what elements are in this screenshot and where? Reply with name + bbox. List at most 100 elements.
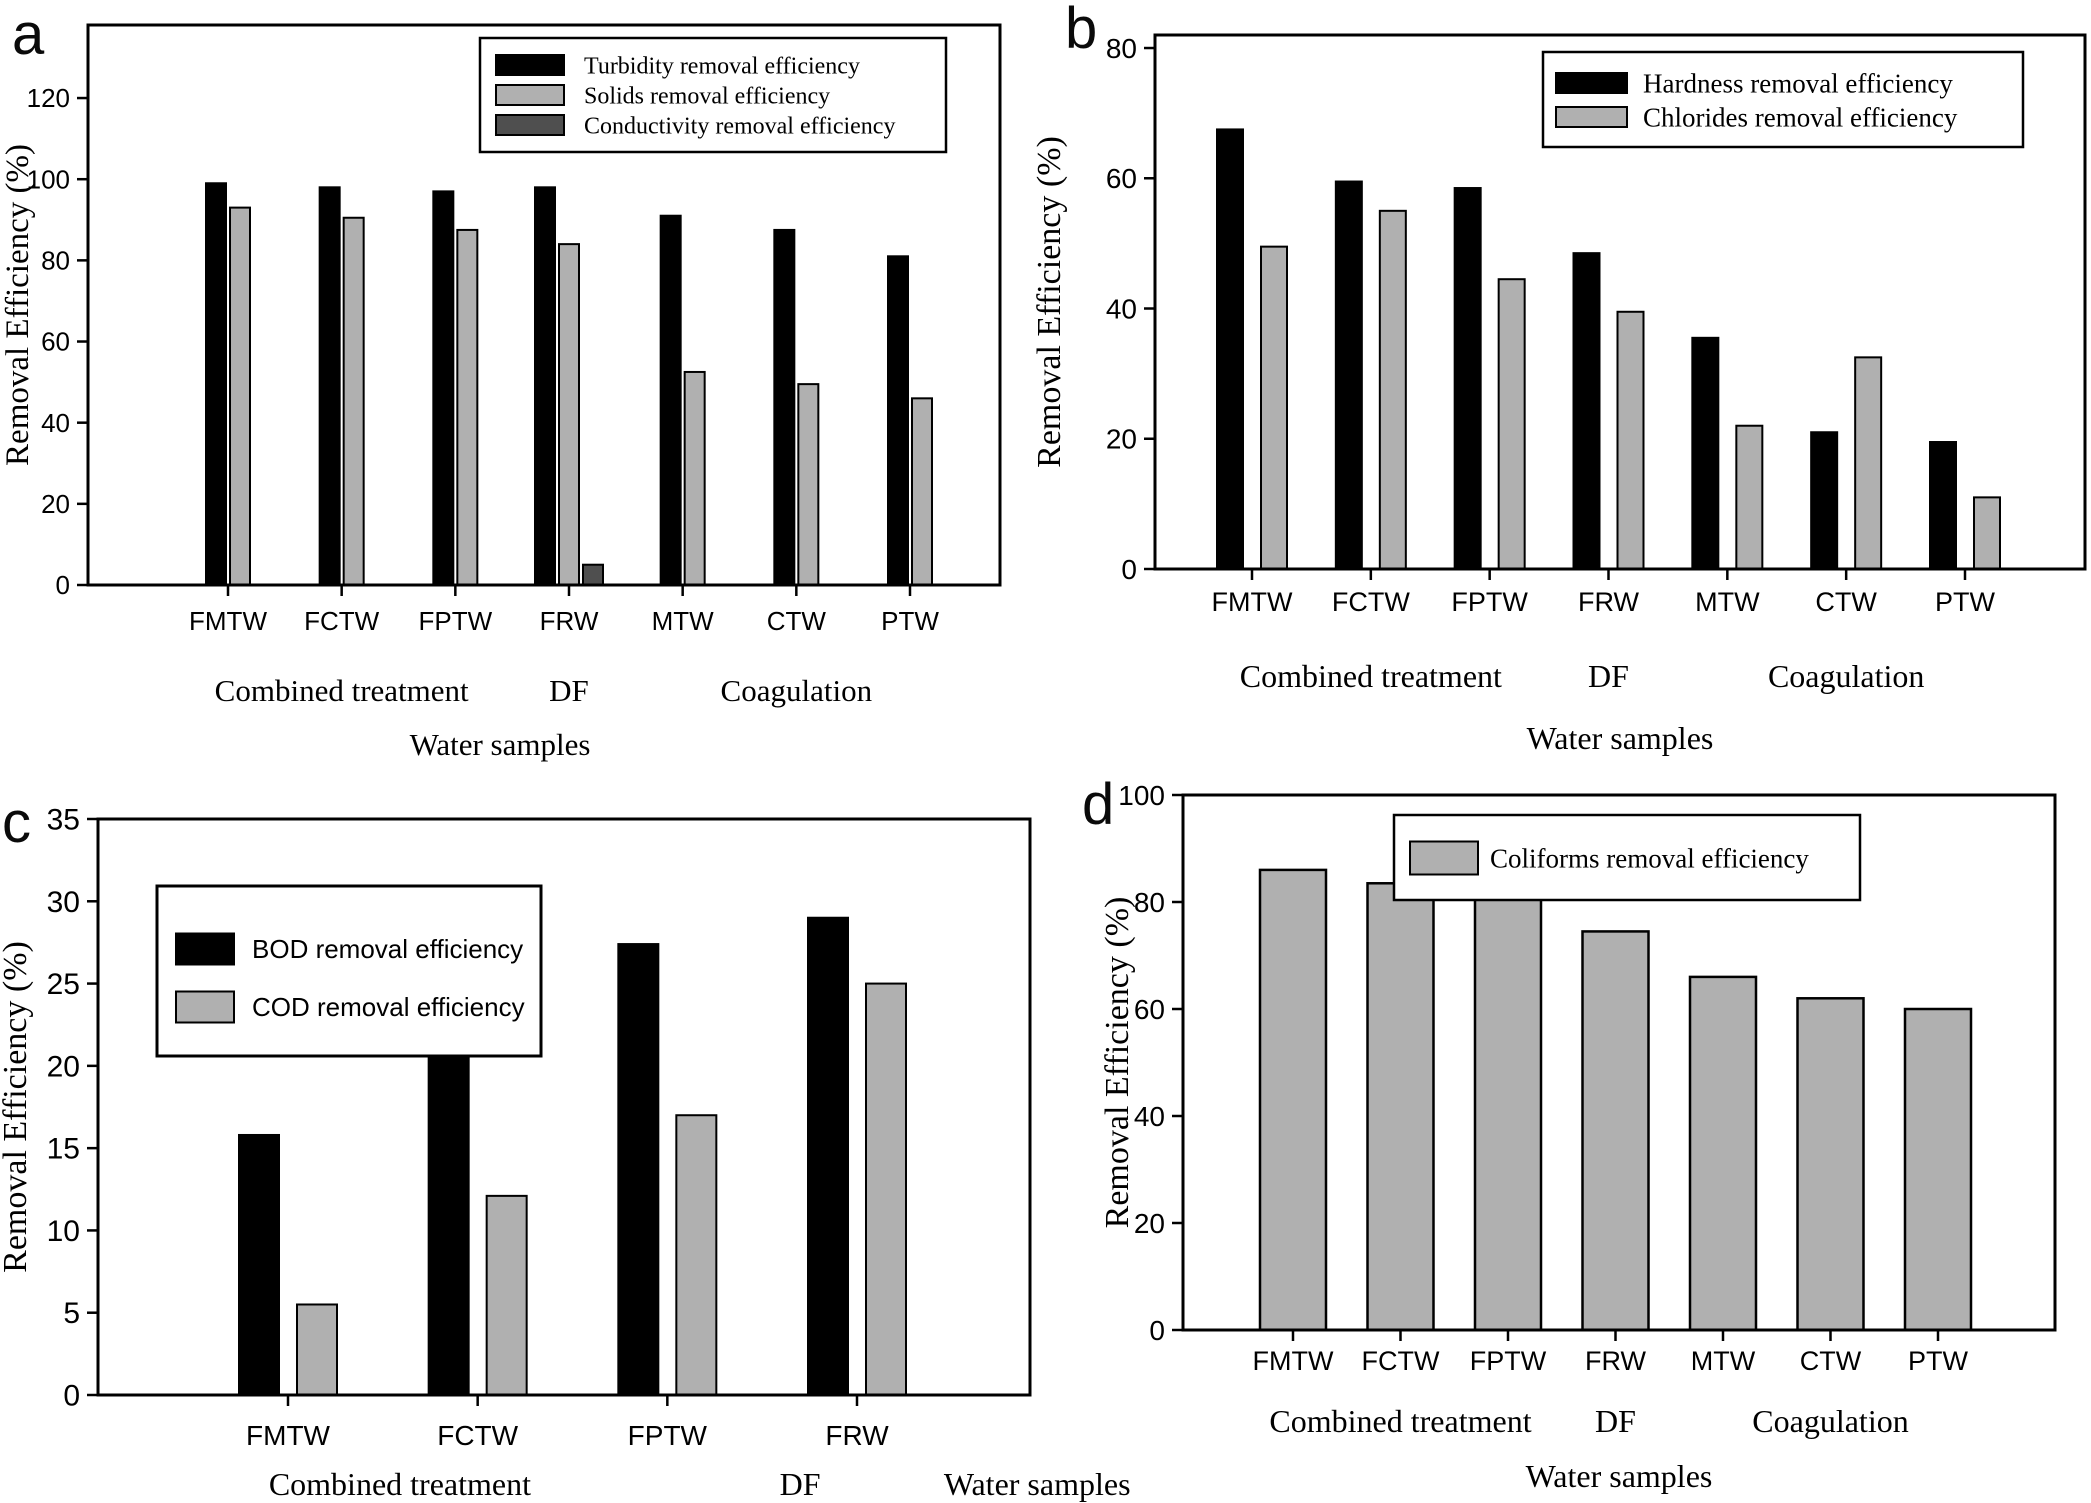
x-category-label: CTW	[1815, 587, 1877, 617]
group-label: DF	[1588, 658, 1629, 694]
plot-frame	[86, 23, 1002, 587]
group-label: Combined treatment	[1269, 1403, 1531, 1439]
bar-PTW-series-0	[1929, 441, 1957, 571]
y-tick-label: 0	[1121, 554, 1137, 585]
group-label: Combined treatment	[269, 1466, 531, 1502]
legend-label: Turbidity removal efficiency	[584, 53, 860, 79]
y-tick-label: 80	[41, 245, 70, 275]
bar-FRW-series-0	[1581, 930, 1650, 1332]
x-category-label: FCTW	[437, 1420, 518, 1451]
x-category-label: PTW	[881, 606, 939, 636]
legend-swatch	[175, 990, 235, 1024]
y-tick-label: 20	[1106, 424, 1137, 455]
bar-MTW-series-1	[1735, 424, 1764, 571]
legend-swatch	[1555, 106, 1628, 128]
legend-swatch	[1555, 72, 1628, 94]
y-tick-label: 10	[47, 1215, 80, 1248]
x-category-label: FRW	[540, 606, 599, 636]
bar-FCTW-series-1	[485, 1194, 528, 1396]
y-tick-label: 40	[1106, 293, 1137, 324]
panel-c: c 0 5 10 15 20 25 30 35 FMTW FCTW FPTW FRW Combined …	[0, 750, 1150, 1503]
legend-box	[1541, 50, 2025, 149]
x-axis-title: Water samples	[1527, 720, 1714, 756]
legend-label: BOD removal efficiency	[252, 934, 523, 964]
bar-MTW-series-0	[659, 214, 682, 586]
x-category-label: FRW	[1578, 587, 1640, 617]
y-tick-label: 60	[41, 327, 70, 357]
x-category-label: FPTW	[1451, 587, 1528, 617]
y-tick-label: 80	[1134, 887, 1165, 918]
bar-FRW-series-2	[582, 563, 604, 586]
bar-FCTW-series-1	[1378, 209, 1407, 571]
bar-FRW-series-1	[1616, 310, 1645, 570]
y-tick-label: 0	[63, 1380, 80, 1413]
panel-b-chart: 0 20 40 60 80 FMTW FCTW FPTW FRW MTW CTW PTW Combine…	[1031, 33, 2087, 756]
legend-label: Solids removal efficiency	[584, 83, 830, 109]
y-axis-title: Removal Efficiency (%)	[1031, 136, 1068, 468]
x-category-label: CTW	[767, 606, 827, 636]
bar-FCTW-series-1	[342, 216, 365, 586]
y-tick-label: 120	[27, 83, 70, 113]
panel-c-chart: 0 5 10 15 20 25 30 35 FMTW FCTW FPTW FRW Combined tr…	[0, 804, 1131, 1503]
bar-FPTW-series-0	[1453, 187, 1482, 570]
x-category-label: FMTW	[1253, 1346, 1334, 1376]
y-tick-label: 35	[47, 804, 80, 837]
x-category-label: FCTW	[1362, 1346, 1440, 1376]
x-axis-title: Water samples	[944, 1466, 1131, 1502]
x-category-label: FMTW	[1212, 587, 1293, 617]
y-tick-label: 60	[1106, 163, 1137, 194]
bar-FRW-series-1	[865, 982, 907, 1396]
y-tick-label: 60	[1134, 994, 1165, 1025]
y-axis-title: Removal Efficiency (%)	[0, 144, 36, 466]
bar-MTW-series-1	[683, 370, 706, 586]
y-tick-label: 40	[41, 408, 70, 438]
y-tick-label: 0	[56, 570, 70, 600]
y-tick-label: 40	[1134, 1101, 1165, 1132]
y-tick-label: 5	[63, 1297, 80, 1330]
bar-FPTW-series-1	[456, 228, 479, 586]
legend-label: Coliforms removal efficiency	[1490, 843, 1809, 873]
legend-label: Chlorides removal efficiency	[1643, 102, 1958, 132]
bar-FMTW-series-0	[205, 182, 227, 586]
bar-CTW-series-0	[773, 228, 796, 586]
group-label: Combined treatment	[1240, 658, 1502, 694]
bar-FPTW-series-0	[432, 190, 455, 587]
bar-FCTW-series-0	[1366, 882, 1435, 1332]
y-tick-label: 80	[1106, 33, 1137, 64]
panel-d-chart: 0 20 40 60 80 100 FMTW FCTW FPTW FRW MTW CTW PTW Comb…	[1099, 780, 2057, 1494]
bar-FPTW-series-0	[1473, 892, 1543, 1332]
bar-FCTW-series-0	[427, 1035, 470, 1396]
x-category-label: FCTW	[304, 606, 380, 636]
bar-FCTW-series-0	[1334, 180, 1363, 570]
x-category-label: FMTW	[246, 1420, 331, 1451]
x-category-label: FRW	[825, 1420, 889, 1451]
bar-PTW-series-0	[887, 255, 909, 586]
x-category-label: MTW	[652, 606, 715, 636]
y-tick-label: 100	[27, 164, 70, 194]
x-category-label: FCTW	[1332, 587, 1410, 617]
legend-swatch	[1409, 840, 1479, 876]
legend-label: Conductivity removal efficiency	[584, 113, 895, 139]
bar-MTW-series-0	[1691, 336, 1720, 570]
bar-FRW-series-0	[534, 186, 556, 586]
y-tick-label: 20	[41, 489, 70, 519]
bar-PTW-series-1	[1973, 496, 2001, 570]
y-tick-label: 0	[1149, 1315, 1165, 1346]
panel-b-letter: b	[1065, 0, 1098, 61]
legend-box	[155, 884, 543, 1058]
panel-d: d 0 20 40 60 80 100 FMTW FCTW FPTW FRW MTW CTW PTW Co…	[1020, 750, 2091, 1503]
legend-label: COD removal efficiency	[252, 992, 525, 1022]
y-tick-label: 30	[47, 886, 80, 919]
panel-a-letter: a	[12, 2, 45, 67]
panel-a: a 0 20 40 60 80 100 120 FMTW FCTW FPTW FRW MTW CTW PT…	[0, 0, 1020, 765]
plot-frame	[96, 817, 1032, 1397]
x-category-label: FPTW	[628, 1420, 708, 1451]
x-axis-title: Water samples	[410, 727, 591, 762]
group-label: DF	[1595, 1403, 1636, 1439]
y-tick-label: 15	[47, 1133, 80, 1166]
x-axis-title: Water samples	[1526, 1458, 1713, 1494]
bar-FPTW-series-1	[675, 1114, 718, 1396]
bar-FMTW-series-1	[296, 1303, 338, 1396]
bar-CTW-series-0	[1810, 431, 1839, 570]
legend-label: Hardness removal efficiency	[1643, 68, 1953, 98]
